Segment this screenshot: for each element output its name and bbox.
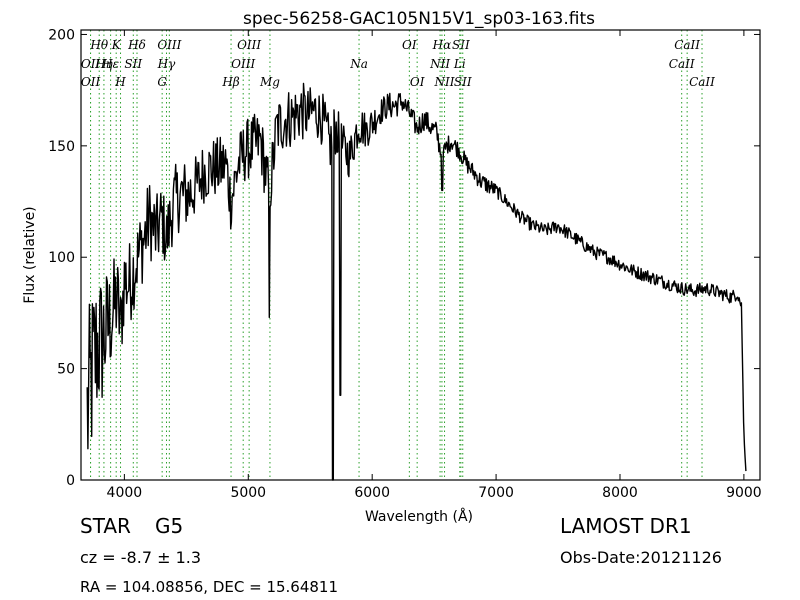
y-axis-label: Flux (relative) (22, 206, 38, 303)
x-axis-label: Wavelength (Å) (365, 508, 473, 525)
line-marker-label: Hβ (221, 75, 239, 89)
line-marker-label: SII (454, 75, 472, 89)
redshift-value: cz = -8.7 ± 1.3 (80, 548, 202, 567)
y-tick-label: 100 (48, 250, 75, 266)
line-marker-label: Hθ (89, 38, 108, 52)
chart-title: spec-56258-GAC105N15V1_sp03-163.fits (243, 9, 595, 29)
line-marker-label: SII (452, 38, 470, 52)
line-marker-label: CaII (674, 38, 700, 52)
line-marker-label: NII (434, 75, 455, 89)
line-marker-label: OIII (231, 57, 255, 71)
line-marker-label: NII (429, 57, 450, 71)
line-marker-label: OIII (237, 38, 261, 52)
coordinates: RA = 104.08856, DEC = 15.64811 (80, 578, 339, 596)
spectral-subclass: G5 (155, 514, 184, 538)
line-marker-label: G (157, 75, 167, 89)
axis-ticks: 4000 5000 6000 7000 8000 9000 0 50 100 150 200 (48, 27, 761, 501)
line-marker-label: OII (81, 57, 101, 71)
line-marker-label: Na (349, 57, 368, 71)
line-marker-label: Hη (94, 57, 113, 71)
line-marker-label: Hε (101, 57, 119, 71)
line-marker-label: Hγ (157, 57, 176, 71)
spectrum-line (86, 82, 747, 481)
line-marker-label: H (114, 75, 126, 89)
plot-frame (80, 29, 761, 481)
x-tick-label: 4000 (107, 485, 143, 501)
y-tick-label: 0 (66, 473, 75, 489)
line-marker-label: Li (453, 57, 466, 71)
x-tick-label: 7000 (478, 485, 514, 501)
line-marker-label: OIII (157, 38, 181, 52)
line-marker-label: CaII (669, 57, 695, 71)
line-marker-label: CaII (689, 75, 715, 89)
line-marker-label: OI (402, 38, 417, 52)
object-class: STAR (80, 514, 131, 538)
line-marker-label: OII (81, 75, 101, 89)
line-marker-label: OI (410, 75, 425, 89)
line-marker-label: Hα (432, 38, 452, 52)
line-marker-label: K (111, 38, 122, 52)
y-tick-label: 150 (48, 139, 75, 155)
x-tick-label: 6000 (354, 485, 390, 501)
x-tick-label: 8000 (602, 485, 638, 501)
y-tick-label: 200 (48, 27, 75, 43)
x-tick-label: 9000 (726, 485, 762, 501)
y-tick-label: 50 (57, 362, 75, 378)
survey-name: LAMOST DR1 (560, 514, 692, 538)
line-marker-label: SII (124, 57, 142, 71)
observation-date: Obs-Date:20121126 (560, 548, 722, 567)
line-marker-label: Mg (259, 75, 280, 89)
x-tick-label: 5000 (230, 485, 266, 501)
line-marker-label: Hδ (127, 38, 146, 52)
